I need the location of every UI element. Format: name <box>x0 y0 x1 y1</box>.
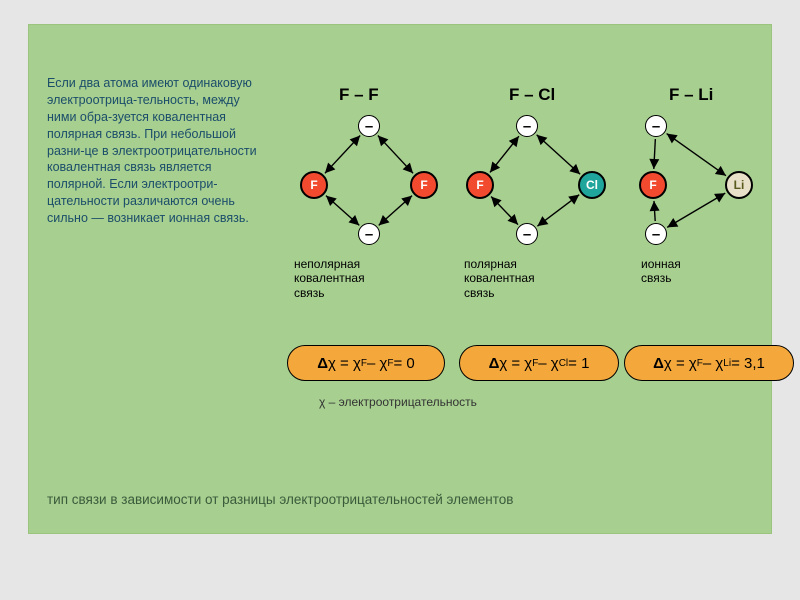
intro-paragraph: Если два атома имеют одинаковую электроо… <box>47 75 267 227</box>
caption-d3: ионнаясвязь <box>641 257 681 286</box>
footer-text: тип связи в зависимости от разницы элект… <box>47 492 513 507</box>
atom-li: Li <box>725 171 753 199</box>
caption-d2: полярнаяковалентнаясвязь <box>464 257 535 300</box>
atom-cl: Cl <box>578 171 606 199</box>
formula-pill-d1: Δ χ = χF– χF= 0 <box>287 345 445 381</box>
atom-minus: – <box>516 223 538 245</box>
atom-minus: – <box>516 115 538 137</box>
atom-f: F <box>466 171 494 199</box>
diagram-d3: – F Li – <box>629 115 767 245</box>
bond-title-d3: F – Li <box>669 85 713 105</box>
atom-f: F <box>300 171 328 199</box>
formula-pill-d3: Δ χ = χF– χLi= 3,1 <box>624 345 794 381</box>
bond-title-d1: F – F <box>339 85 379 105</box>
caption-d1: неполярнаяковалентнаясвязь <box>294 257 365 300</box>
atom-minus: – <box>358 223 380 245</box>
formula-pill-d2: Δ χ = χF– χCl= 1 <box>459 345 619 381</box>
atom-f: F <box>410 171 438 199</box>
atom-minus: – <box>645 223 667 245</box>
diagram-d1: – F F – <box>294 115 444 245</box>
chi-note: χ – электроотрицательность <box>319 395 477 409</box>
atom-minus: – <box>358 115 380 137</box>
atom-minus: – <box>645 115 667 137</box>
slide: Если два атома имеют одинаковую электроо… <box>28 24 772 534</box>
bond-title-d2: F – Cl <box>509 85 555 105</box>
atom-f: F <box>639 171 667 199</box>
diagram-d2: – F Cl – <box>464 115 614 245</box>
